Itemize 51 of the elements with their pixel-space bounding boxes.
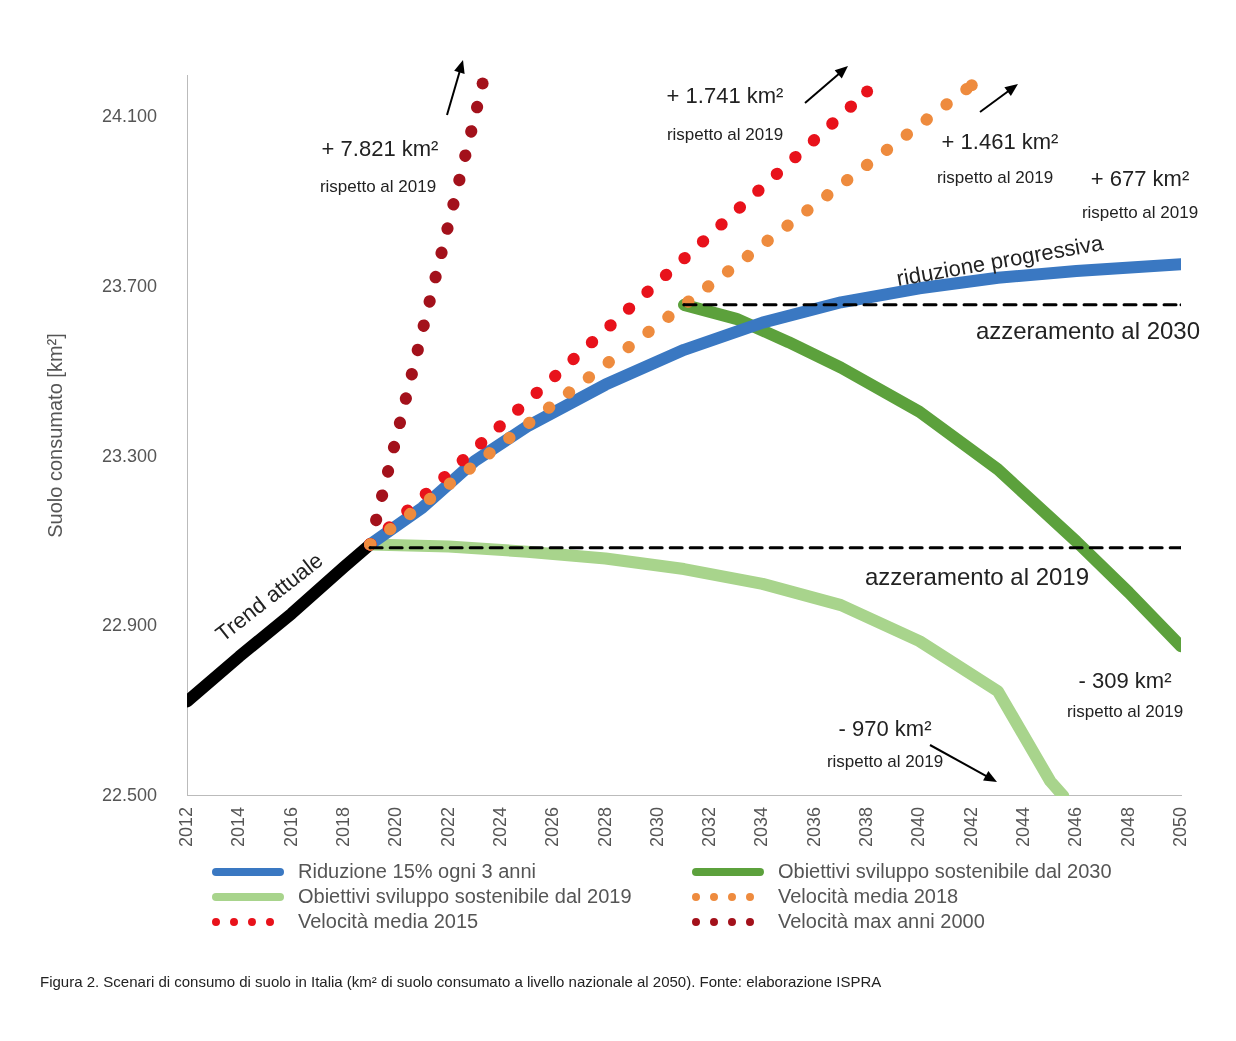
legend-label: Obiettivi sviluppo sostenibile dal 2030 [778,860,1112,883]
text: Figura 2. Scenari di consumo di suolo in Italia (km² di suolo consumato a livello nazionale al 2050). Fonte: elaborazione ISPRA [40,973,883,990]
annotation: rispetto al 2019 [1066,701,1184,721]
annotation: rispetto al 2019 [826,751,944,771]
x-tick-label: 2042 [960,806,981,847]
x-tick-label: 2036 [803,806,824,847]
legend-label: Velocità media 2015 [298,910,479,933]
x-tick-label: 2028 [594,806,615,847]
annotation: - 309 km² [1078,668,1172,694]
annotation: + 677 km² [1090,166,1190,192]
annotation: + 7.821 km² [321,136,439,162]
legend-label: Riduzione 15% ogni 3 anni [298,860,536,883]
x-tick-label: 2022 [437,806,458,847]
legend-label: Velocità max anni 2000 [778,910,985,933]
annotation: riduzione progressiva [894,229,1106,292]
y-tick-label: 24.100 [101,106,158,127]
y-axis-title: Suolo consumato [km²] [43,333,66,538]
point [861,85,874,98]
x-tick-label: 2038 [856,806,877,847]
annotation: rispetto al 2019 [1081,202,1199,222]
y-tick-label: 23.300 [101,445,158,466]
x-tick-label: 2032 [699,806,720,847]
x-tick-label: 2050 [1169,806,1190,847]
point [476,77,489,90]
x-tick-label: 2030 [646,806,667,847]
x-tick-label: 2034 [751,806,772,847]
annotation: - 970 km² [838,716,932,742]
annotation: + 1.461 km² [941,129,1059,155]
x-tick-label: 2040 [908,806,929,847]
annotation: rispetto al 2019 [666,124,784,144]
x-tick-label: 2046 [1065,806,1086,847]
y-tick-label: 22.900 [101,615,158,636]
x-tick-label: 2018 [332,806,353,847]
x-tick-label: 2044 [1013,806,1034,847]
x-tick-label: 2020 [385,806,406,847]
y-tick-label: 23.700 [101,276,158,297]
annotation: azzeramento al 2019 [864,562,1090,590]
annotation: + 1.741 km² [666,83,784,109]
legend-label: Obiettivi sviluppo sostenibile dal 2019 [298,885,632,908]
annotation: rispetto al 2019 [319,176,437,196]
annotation: rispetto al 2019 [936,167,1054,187]
x-tick-label: 2024 [489,806,510,847]
point [965,79,978,92]
annotation: azzeramento al 2030 [975,316,1201,344]
x-tick-label: 2012 [176,806,197,847]
x-tick-label: 2014 [228,806,249,847]
x-tick-label: 2026 [542,806,563,847]
y-tick-label: 22.500 [101,784,158,805]
x-tick-label: 2048 [1117,806,1138,847]
legend-label: Velocità media 2018 [778,885,959,908]
x-tick-label: 2016 [280,806,301,847]
